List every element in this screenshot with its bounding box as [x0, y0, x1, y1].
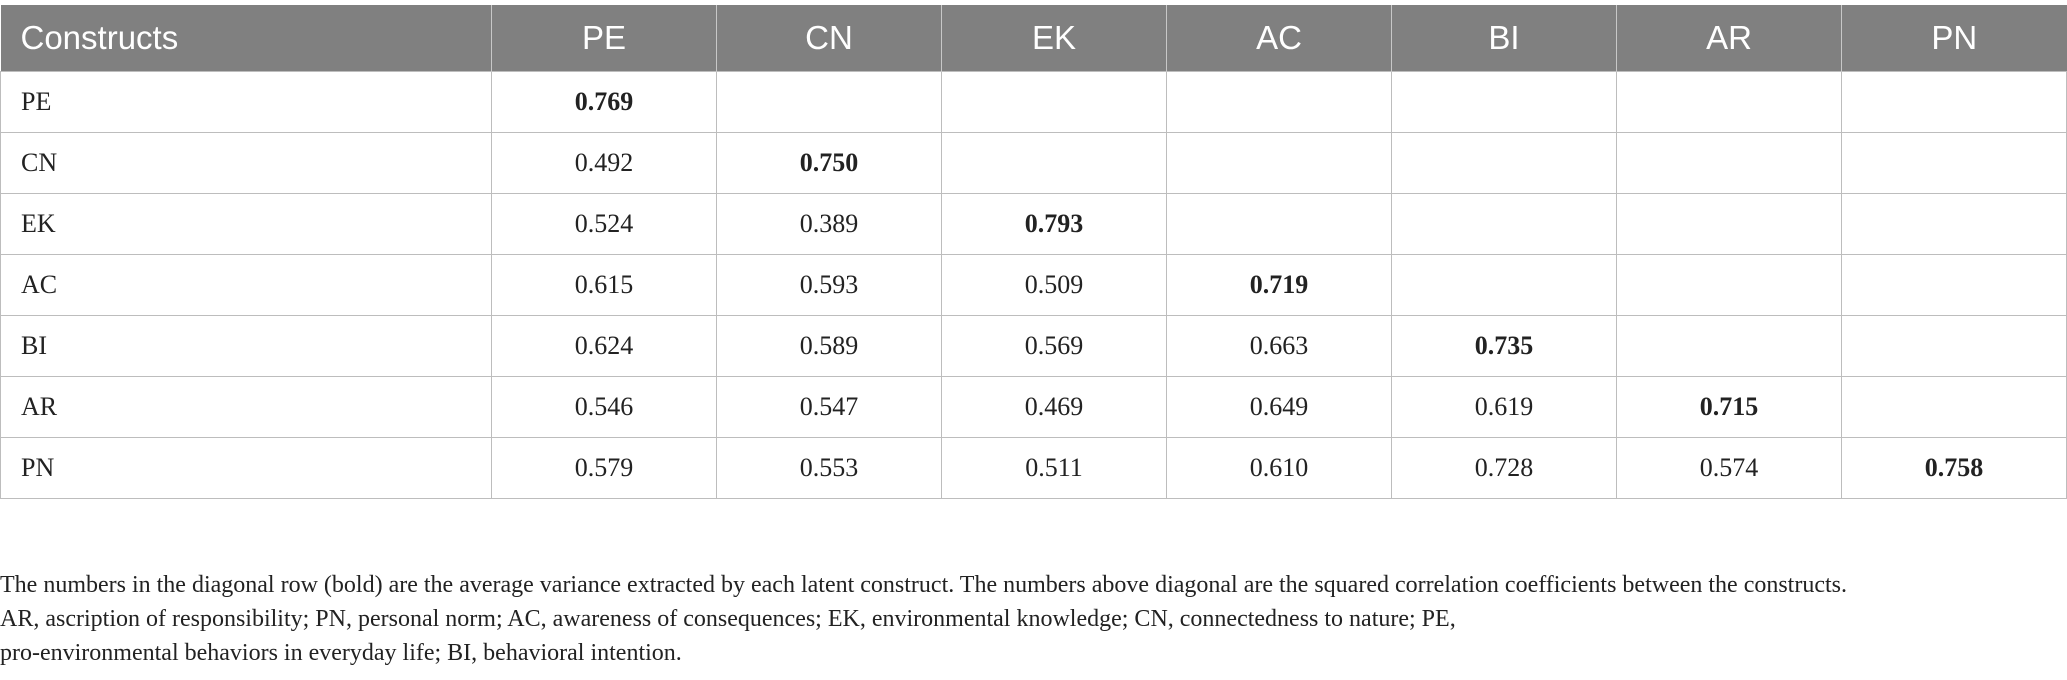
diagonal-cell: 0.769	[491, 71, 717, 133]
table-cell: 0.615	[491, 254, 717, 316]
table-cell	[1841, 254, 2067, 316]
table-cell	[1616, 132, 1842, 194]
table-cell: 0.553	[716, 437, 942, 499]
header-ac: AC	[1166, 5, 1392, 72]
table-cell: 0.649	[1166, 376, 1392, 438]
table-cell	[716, 71, 942, 133]
table-cell	[1616, 254, 1842, 316]
table-cell: 0.574	[1616, 437, 1842, 499]
row-label: EK	[0, 193, 492, 255]
footnote-line: The numbers in the diagonal row (bold) a…	[0, 572, 1848, 598]
table-cell	[1166, 132, 1392, 194]
header-ar: AR	[1616, 5, 1842, 72]
table-cell: 0.469	[941, 376, 1167, 438]
table-cell	[1166, 71, 1392, 133]
table-row: PN 0.579 0.553 0.511 0.610 0.728 0.574 0…	[0, 437, 2067, 499]
table-cell: 0.524	[491, 193, 717, 255]
row-label: AR	[0, 376, 492, 438]
table-cell	[1616, 71, 1842, 133]
table-cell: 0.492	[491, 132, 717, 194]
row-label: AC	[0, 254, 492, 316]
table-cell: 0.624	[491, 315, 717, 377]
table-cell	[1841, 315, 2067, 377]
table-cell: 0.547	[716, 376, 942, 438]
table-row: EK 0.524 0.389 0.793	[0, 193, 2067, 255]
table-row: BI 0.624 0.589 0.569 0.663 0.735	[0, 315, 2067, 377]
correlation-table-container: Constructs PE CN EK AC BI AR PN PE 0.769	[0, 5, 2067, 499]
table-cell	[941, 71, 1167, 133]
correlation-table: Constructs PE CN EK AC BI AR PN PE 0.769	[0, 5, 2067, 499]
table-cell	[1391, 193, 1617, 255]
table-cell	[1391, 254, 1617, 316]
table-cell: 0.579	[491, 437, 717, 499]
table-row: PE 0.769	[0, 71, 2067, 133]
header-constructs: Constructs	[0, 5, 492, 72]
table-cell: 0.610	[1166, 437, 1392, 499]
table-cell	[1841, 132, 2067, 194]
diagonal-cell: 0.758	[1841, 437, 2067, 499]
table-cell	[1616, 315, 1842, 377]
table-row: CN 0.492 0.750	[0, 132, 2067, 194]
diagonal-cell: 0.793	[941, 193, 1167, 255]
row-label: CN	[0, 132, 492, 194]
header-pe: PE	[491, 5, 717, 72]
table-cell	[1166, 193, 1392, 255]
table-cell: 0.569	[941, 315, 1167, 377]
diagonal-cell: 0.750	[716, 132, 942, 194]
table-cell	[1391, 132, 1617, 194]
row-label: PE	[0, 71, 492, 133]
row-label: BI	[0, 315, 492, 377]
header-bi: BI	[1391, 5, 1617, 72]
header-cn: CN	[716, 5, 942, 72]
table-cell: 0.663	[1166, 315, 1392, 377]
table-cell: 0.389	[716, 193, 942, 255]
header-row: Constructs PE CN EK AC BI AR PN	[0, 5, 2067, 72]
table-cell	[1841, 193, 2067, 255]
table-cell	[1391, 71, 1617, 133]
header-ek: EK	[941, 5, 1167, 72]
table-cell: 0.546	[491, 376, 717, 438]
diagonal-cell: 0.735	[1391, 315, 1617, 377]
table-cell: 0.511	[941, 437, 1167, 499]
table-cell	[1616, 193, 1842, 255]
footnote-line: AR, ascription of responsibility; PN, pe…	[0, 606, 1456, 632]
diagonal-cell: 0.715	[1616, 376, 1842, 438]
table-row: AR 0.546 0.547 0.469 0.649 0.619 0.715	[0, 376, 2067, 438]
diagonal-cell: 0.719	[1166, 254, 1392, 316]
table-footnote: The numbers in the diagonal row (bold) a…	[0, 568, 2060, 670]
footnote-line: pro-environmental behaviors in everyday …	[0, 640, 682, 666]
table-cell	[1841, 71, 2067, 133]
table-cell: 0.593	[716, 254, 942, 316]
row-label: PN	[0, 437, 492, 499]
table-cell	[1841, 376, 2067, 438]
table-cell: 0.728	[1391, 437, 1617, 499]
table-cell: 0.509	[941, 254, 1167, 316]
header-pn: PN	[1841, 5, 2067, 72]
table-cell: 0.589	[716, 315, 942, 377]
table-row: AC 0.615 0.593 0.509 0.719	[0, 254, 2067, 316]
table-cell	[941, 132, 1167, 194]
table-cell: 0.619	[1391, 376, 1617, 438]
